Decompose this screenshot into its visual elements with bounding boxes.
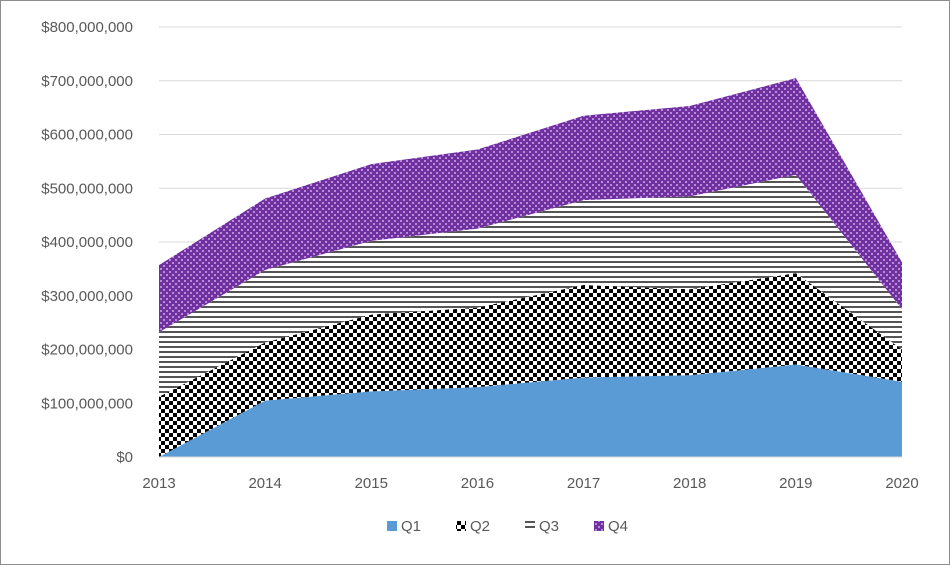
legend-item-q4: Q4 <box>594 518 628 535</box>
area-series-group <box>159 78 902 457</box>
legend-label: Q2 <box>470 518 490 535</box>
legend: Q1 Q2 Q3 Q4 <box>387 518 628 535</box>
legend-swatch <box>525 521 535 531</box>
legend-item-q3: Q3 <box>525 518 559 535</box>
area-series-q1 <box>159 364 902 457</box>
legend-item-q2: Q2 <box>456 518 490 535</box>
x-tick-label: 2013 <box>142 475 175 492</box>
legend-swatch <box>456 521 466 531</box>
area-series-q4 <box>159 78 902 333</box>
legend-label: Q3 <box>539 518 559 535</box>
y-tick-label: $700,000,000 <box>41 73 133 90</box>
x-axis: 2013 2014 2015 2016 2017 2018 2019 2020 <box>142 456 919 492</box>
x-tick-label: 2014 <box>248 475 281 492</box>
x-tick-label: 2019 <box>779 475 812 492</box>
x-tick-label: 2017 <box>567 475 600 492</box>
y-tick-label: $800,000,000 <box>41 19 133 36</box>
legend-swatch <box>387 521 397 531</box>
legend-swatch <box>594 521 604 531</box>
y-tick-label: $200,000,000 <box>41 342 133 359</box>
area-series-q2 <box>159 273 902 457</box>
legend-item-q1: Q1 <box>387 518 421 535</box>
x-tick-label: 2015 <box>355 475 388 492</box>
x-tick-label: 2016 <box>461 475 494 492</box>
area-series-q3 <box>159 174 902 397</box>
y-tick-label: $400,000,000 <box>41 234 133 251</box>
y-tick-label: $100,000,000 <box>41 395 133 412</box>
y-tick-label: $500,000,000 <box>41 180 133 197</box>
x-tick-label: 2020 <box>885 475 918 492</box>
legend-label: Q1 <box>401 518 421 535</box>
y-tick-label: $300,000,000 <box>41 288 133 305</box>
y-axis: $0 $100,000,000 $200,000,000 $300,000,000 $4… <box>41 19 133 466</box>
x-tick-label: 2018 <box>673 475 706 492</box>
legend-label: Q4 <box>608 518 628 535</box>
y-tick-label: $0 <box>116 449 133 466</box>
y-tick-label: $600,000,000 <box>41 127 133 144</box>
